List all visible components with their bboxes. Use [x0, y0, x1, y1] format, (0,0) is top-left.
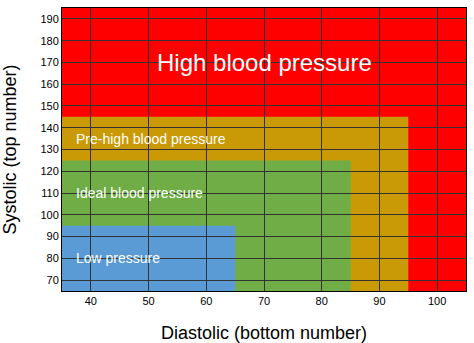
svg-text:160: 160 [40, 78, 58, 90]
svg-text:Pre-high blood pressure: Pre-high blood pressure [76, 131, 226, 147]
svg-text:40: 40 [85, 295, 97, 307]
svg-text:80: 80 [47, 252, 59, 264]
svg-text:70: 70 [258, 295, 270, 307]
svg-text:180: 180 [40, 35, 58, 47]
svg-text:100: 100 [428, 295, 446, 307]
svg-text:80: 80 [316, 295, 328, 307]
svg-text:50: 50 [142, 295, 154, 307]
svg-text:90: 90 [47, 230, 59, 242]
svg-text:140: 140 [40, 122, 58, 134]
svg-text:170: 170 [40, 56, 58, 68]
svg-text:90: 90 [373, 295, 385, 307]
svg-text:190: 190 [40, 13, 58, 25]
svg-text:150: 150 [40, 100, 58, 112]
svg-text:60: 60 [200, 295, 212, 307]
svg-text:110: 110 [41, 187, 59, 199]
svg-text:100: 100 [40, 209, 58, 221]
svg-text:Ideal blood pressure: Ideal blood pressure [76, 185, 203, 201]
svg-text:130: 130 [40, 143, 58, 155]
svg-text:High blood pressure: High blood pressure [157, 49, 372, 76]
svg-text:120: 120 [40, 165, 58, 177]
svg-text:70: 70 [47, 274, 59, 286]
svg-text:Diastolic (bottom number): Diastolic (bottom number) [161, 323, 367, 343]
svg-text:Systolic (top number): Systolic (top number) [0, 64, 20, 234]
svg-text:Low pressure: Low pressure [76, 250, 160, 266]
